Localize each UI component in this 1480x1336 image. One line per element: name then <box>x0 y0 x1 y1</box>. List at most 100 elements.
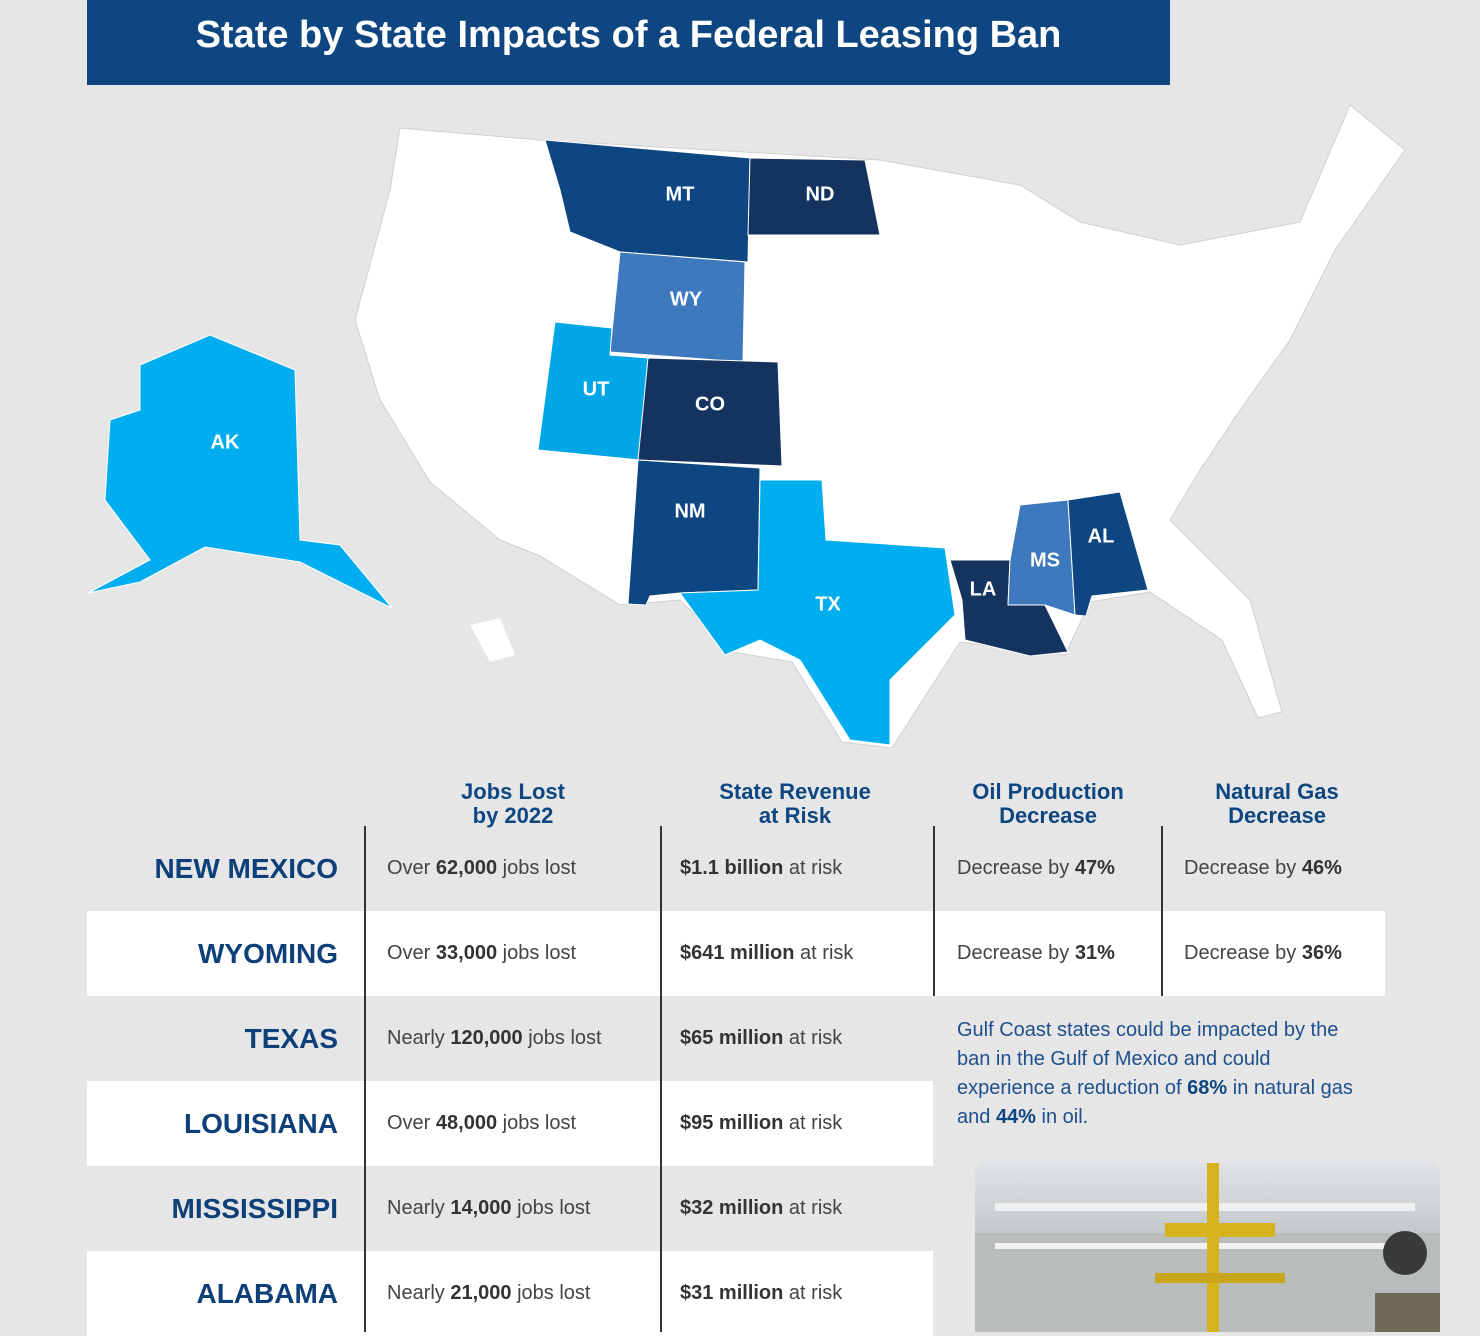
text: at risk <box>783 1197 843 1219</box>
text: in natural gas and <box>957 1077 1353 1128</box>
state-shape <box>87 334 393 609</box>
column-header-line: State Revenue <box>719 779 871 804</box>
bold-text: 48,000 <box>435 1112 498 1134</box>
state-name: MISSISSIPPI <box>171 1193 339 1224</box>
text: jobs lost <box>511 1282 591 1304</box>
text: Gulf Coast states could be impacted by t… <box>957 1019 1339 1099</box>
column-header-line: by 2022 <box>472 803 554 828</box>
column-divider <box>933 826 935 996</box>
cell: Nearly 21,000 jobs lost <box>387 1251 590 1336</box>
text: at risk <box>783 1112 843 1134</box>
state-label: MT <box>666 183 695 205</box>
cell: $1.1 billion at risk <box>680 826 842 911</box>
state-label: WY <box>670 288 703 310</box>
map: MT ND WY UT CO NM TX LA MS AL AK <box>0 85 1480 755</box>
column-header-line: Oil Production <box>972 779 1124 804</box>
column-header-line: Jobs Lost <box>461 779 565 804</box>
cell: Decrease by 36% <box>1184 911 1342 996</box>
cell: Over 33,000 jobs lost <box>387 911 576 996</box>
bold-text: $95 million <box>680 1112 784 1134</box>
bold-text: $32 million <box>680 1197 784 1219</box>
cell: $95 million at risk <box>680 1081 842 1166</box>
state-label: ND <box>806 183 835 205</box>
bold-text: 44% <box>995 1106 1036 1128</box>
column-header-line: at Risk <box>758 803 832 828</box>
cell: Over 48,000 jobs lost <box>387 1081 576 1166</box>
bold-text: $31 million <box>680 1282 784 1304</box>
title: State by State Impacts of a Federal Leas… <box>195 14 1062 56</box>
state-label: LA <box>970 578 997 600</box>
column-header: Oil Production Decrease <box>928 780 1168 828</box>
state-label: CO <box>695 393 725 415</box>
state-name: LOUISIANA <box>184 1108 338 1139</box>
text: jobs lost <box>497 857 577 879</box>
text: Over <box>387 857 436 879</box>
cell: Nearly 120,000 jobs lost <box>387 996 602 1081</box>
text: jobs lost <box>497 1112 577 1134</box>
state-name: ALABAMA <box>196 1278 338 1309</box>
bold-text: 68% <box>1187 1077 1228 1099</box>
text: Decrease by <box>1184 942 1302 964</box>
bold-text: $65 million <box>680 1027 784 1049</box>
state-label: TX <box>815 593 841 615</box>
column-header-line: Natural Gas <box>1215 779 1339 804</box>
text: jobs lost <box>511 1197 591 1219</box>
bold-text: 31% <box>1074 942 1115 964</box>
bold-text: 120,000 <box>450 1027 523 1049</box>
state-shape <box>627 459 761 606</box>
state-label: AL <box>1088 525 1115 547</box>
bold-text: 33,000 <box>435 942 498 964</box>
column-header: Jobs Lost by 2022 <box>393 780 633 828</box>
text: Over <box>387 942 436 964</box>
state-label: UT <box>583 378 610 400</box>
state-name: TEXAS <box>244 1023 338 1054</box>
cell: Decrease by 46% <box>1184 826 1342 911</box>
text: Over <box>387 1112 436 1134</box>
cell: Decrease by 47% <box>957 826 1115 911</box>
bold-text: 14,000 <box>450 1197 512 1219</box>
bold-text: 62,000 <box>435 857 498 879</box>
column-header-line: Decrease <box>1228 803 1326 828</box>
cell: $65 million at risk <box>680 996 842 1081</box>
cell: Over 62,000 jobs lost <box>387 826 576 911</box>
cell: $32 million at risk <box>680 1166 842 1251</box>
text: at risk <box>783 1027 843 1049</box>
cell: Decrease by 31% <box>957 911 1115 996</box>
text: at risk <box>783 857 843 879</box>
text: Nearly <box>387 1027 451 1049</box>
bold-text: 47% <box>1074 857 1115 879</box>
state-name: WYOMING <box>198 938 338 969</box>
column-divider <box>364 826 366 1332</box>
text: Decrease by <box>957 857 1075 879</box>
bold-text: $641 million <box>680 942 795 964</box>
bold-text: 36% <box>1301 942 1342 964</box>
row-band <box>87 1081 933 1166</box>
cell: $31 million at risk <box>680 1251 842 1336</box>
column-header: State Revenue at Risk <box>675 780 915 828</box>
text: in oil. <box>1035 1106 1089 1128</box>
text: at risk <box>783 1282 843 1304</box>
hawaii <box>470 618 515 662</box>
state-label: NM <box>674 500 705 522</box>
bold-text: 46% <box>1301 857 1342 879</box>
text: jobs lost <box>497 942 577 964</box>
text: Decrease by <box>1184 857 1302 879</box>
state-shape <box>679 479 956 746</box>
gulf-note: Gulf Coast states could be impacted by t… <box>957 1016 1357 1132</box>
bold-text: 21,000 <box>450 1282 512 1304</box>
column-header-line: Decrease <box>999 803 1097 828</box>
cell: Nearly 14,000 jobs lost <box>387 1166 590 1251</box>
row-band <box>87 911 1385 996</box>
column-header: Natural Gas Decrease <box>1157 780 1397 828</box>
state-name: NEW MEXICO <box>154 853 338 884</box>
text: jobs lost <box>522 1027 602 1049</box>
text: Nearly <box>387 1282 451 1304</box>
state-shape <box>747 157 881 236</box>
column-divider <box>1161 826 1163 996</box>
text: Decrease by <box>957 942 1075 964</box>
state-shape <box>1067 491 1149 617</box>
column-divider <box>660 826 662 1332</box>
cell: $641 million at risk <box>680 911 853 996</box>
row-band <box>87 1251 933 1336</box>
